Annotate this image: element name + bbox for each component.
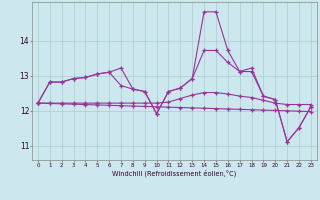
X-axis label: Windchill (Refroidissement éolien,°C): Windchill (Refroidissement éolien,°C)	[112, 169, 236, 177]
